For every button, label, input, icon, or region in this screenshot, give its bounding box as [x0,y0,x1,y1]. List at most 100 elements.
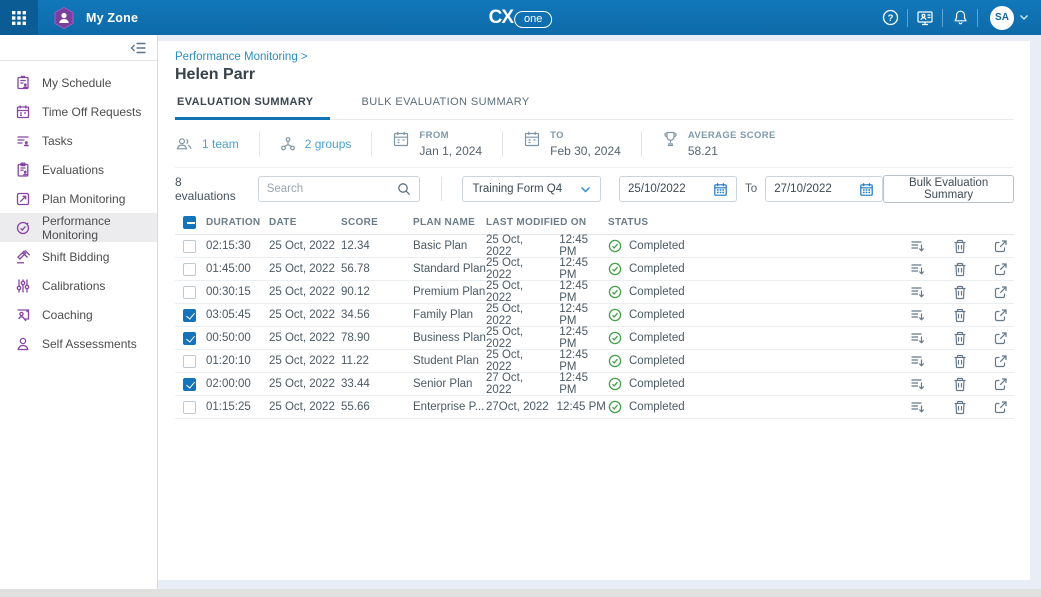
groups-link[interactable]: 2 groups [280,136,352,152]
bell-icon [952,9,969,26]
sidebar-item-tasks[interactable]: Tasks [0,126,157,155]
table-row: 03:05:45 25 Oct, 2022 34.56 Family Plan … [175,304,1014,327]
row-checkbox[interactable] [183,286,196,299]
sidebar-header [0,35,157,61]
assign-to-plan-icon[interactable] [910,400,926,415]
sidebar-item-performance-monitoring[interactable]: Performance Monitoring [0,213,157,242]
assign-to-plan-icon[interactable] [910,377,926,392]
open-external-icon[interactable] [993,308,1008,323]
sidebar-item-self-assessments[interactable]: Self Assessments [0,329,157,358]
cell-duration: 03:05:45 [206,309,269,321]
table-row: 02:00:00 25 Oct, 2022 33.44 Senior Plan … [175,373,1014,396]
help-button[interactable]: ? [873,0,907,35]
notifications-button[interactable] [943,0,977,35]
groups-hierarchy-icon [280,136,296,152]
assign-to-plan-icon[interactable] [910,239,926,254]
app-launcher-button[interactable] [0,0,38,35]
select-all-checkbox[interactable] [183,216,196,229]
row-checkbox[interactable] [183,240,196,253]
open-external-icon[interactable] [993,377,1008,392]
date-from-input[interactable]: 25/10/2022 [619,176,737,202]
sidebar-item-plan-monitoring[interactable]: Plan Monitoring [0,184,157,213]
row-checkbox[interactable] [183,309,196,322]
cell-status: Completed [608,262,910,276]
tab-evaluation-summary[interactable]: EVALUATION SUMMARY [175,96,330,120]
gauge-check-icon [15,220,31,236]
column-header-score[interactable]: SCORE [341,217,413,228]
sidebar-item-label: Calibrations [42,279,105,293]
row-actions [910,400,1014,415]
cell-plan-name: Standard Plan [413,263,486,275]
delete-icon[interactable] [953,400,967,415]
screen-monitor-icon [916,9,934,27]
sidebar-item-coaching[interactable]: Coaching [0,300,157,329]
delete-icon[interactable] [953,262,967,277]
row-checkbox[interactable] [183,332,196,345]
assign-to-plan-icon[interactable] [910,262,926,277]
summary-bar: 1 team 2 groups [175,120,1014,168]
column-header-date[interactable]: DATE [269,217,341,228]
status-badge: Completed [629,378,685,390]
column-header-status[interactable]: STATUS [608,217,910,228]
sidebar-item-time-off-requests[interactable]: Time Off Requests [0,97,157,126]
sidebar-item-label: Time Off Requests [42,105,141,119]
calendar-icon [392,130,410,148]
bulk-evaluation-summary-button[interactable]: Bulk Evaluation Summary [883,175,1014,203]
row-checkbox[interactable] [183,378,196,391]
completed-check-icon [608,354,622,368]
open-external-icon[interactable] [993,285,1008,300]
open-external-icon[interactable] [993,262,1008,277]
assign-to-plan-icon[interactable] [910,308,926,323]
open-external-icon[interactable] [993,354,1008,369]
cell-score: 55.66 [341,401,413,413]
delete-icon[interactable] [953,377,967,392]
cell-status: Completed [608,354,910,368]
assign-to-plan-icon[interactable] [910,331,926,346]
sidebar-item-evaluations[interactable]: Evaluations [0,155,157,184]
cell-date: 25 Oct, 2022 [269,263,341,275]
assign-to-plan-icon[interactable] [910,285,926,300]
row-checkbox[interactable] [183,355,196,368]
cell-last-modified: 25 Oct, 2022 12:45 PM [486,349,608,373]
date-range: 25/10/2022 To 27/10/2022 [619,176,883,202]
row-checkbox[interactable] [183,263,196,276]
sidebar-item-my-schedule[interactable]: My Schedule [0,68,157,97]
assign-to-plan-icon[interactable] [910,354,926,369]
cell-date: 25 Oct, 2022 [269,309,341,321]
tab-bar: EVALUATION SUMMARY BULK EVALUATION SUMMA… [175,96,1014,120]
range-to-label: To [745,183,757,195]
cell-score: 78.90 [341,332,413,344]
open-external-icon[interactable] [993,239,1008,254]
breadcrumb[interactable]: Performance Monitoring > [175,51,1014,63]
sidebar-collapse-button[interactable] [130,41,147,55]
cell-last-modified: 25 Oct, 2022 12:45 PM [486,326,608,350]
row-checkbox[interactable] [183,401,196,414]
open-external-icon[interactable] [993,331,1008,346]
form-select[interactable]: Training Form Q4 [462,176,601,202]
sidebar-item-shift-bidding[interactable]: Shift Bidding [0,242,157,271]
search-input[interactable] [267,183,397,195]
user-menu[interactable]: SA [978,6,1041,30]
sidebar-item-calibrations[interactable]: Calibrations [0,271,157,300]
search-box[interactable] [258,176,420,202]
date-to-input[interactable]: 27/10/2022 [765,176,883,202]
open-external-icon[interactable] [993,400,1008,415]
tab-bulk-evaluation-summary[interactable]: BULK EVALUATION SUMMARY [360,96,546,119]
column-header-duration[interactable]: DURATION [206,217,269,228]
cell-plan-name: Family Plan [413,309,486,321]
status-badge: Completed [629,309,685,321]
content-card: Performance Monitoring > Helen Parr EVAL… [158,41,1030,580]
row-actions [910,377,1014,392]
svg-text:?: ? [887,13,893,24]
column-header-last-modified[interactable]: LAST MODIFIED ON [486,217,608,228]
delete-icon[interactable] [953,239,967,254]
delete-icon[interactable] [953,308,967,323]
delete-icon[interactable] [953,354,967,369]
delete-icon[interactable] [953,331,967,346]
column-header-plan-name[interactable]: PLAN NAME [413,217,486,228]
delete-icon[interactable] [953,285,967,300]
cell-score: 90.12 [341,286,413,298]
screen-monitor-button[interactable] [908,0,942,35]
status-badge: Completed [629,286,685,298]
team-link[interactable]: 1 team [175,136,239,152]
